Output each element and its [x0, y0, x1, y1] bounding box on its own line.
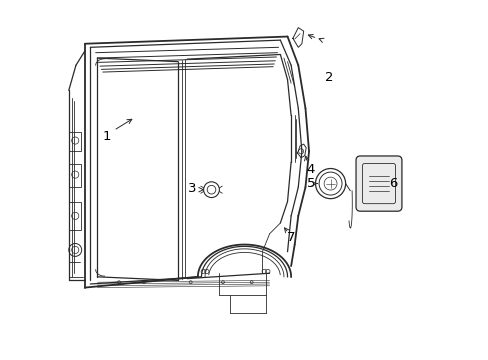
FancyBboxPatch shape — [69, 132, 81, 151]
Text: 6: 6 — [388, 177, 397, 190]
Text: 4: 4 — [306, 163, 314, 176]
Text: 1: 1 — [102, 130, 110, 144]
Text: 3: 3 — [188, 183, 196, 195]
FancyBboxPatch shape — [69, 164, 81, 187]
Text: 2: 2 — [324, 71, 332, 84]
FancyBboxPatch shape — [355, 156, 401, 211]
Text: 7: 7 — [286, 231, 295, 244]
Text: 5: 5 — [306, 177, 314, 190]
FancyBboxPatch shape — [69, 202, 81, 230]
